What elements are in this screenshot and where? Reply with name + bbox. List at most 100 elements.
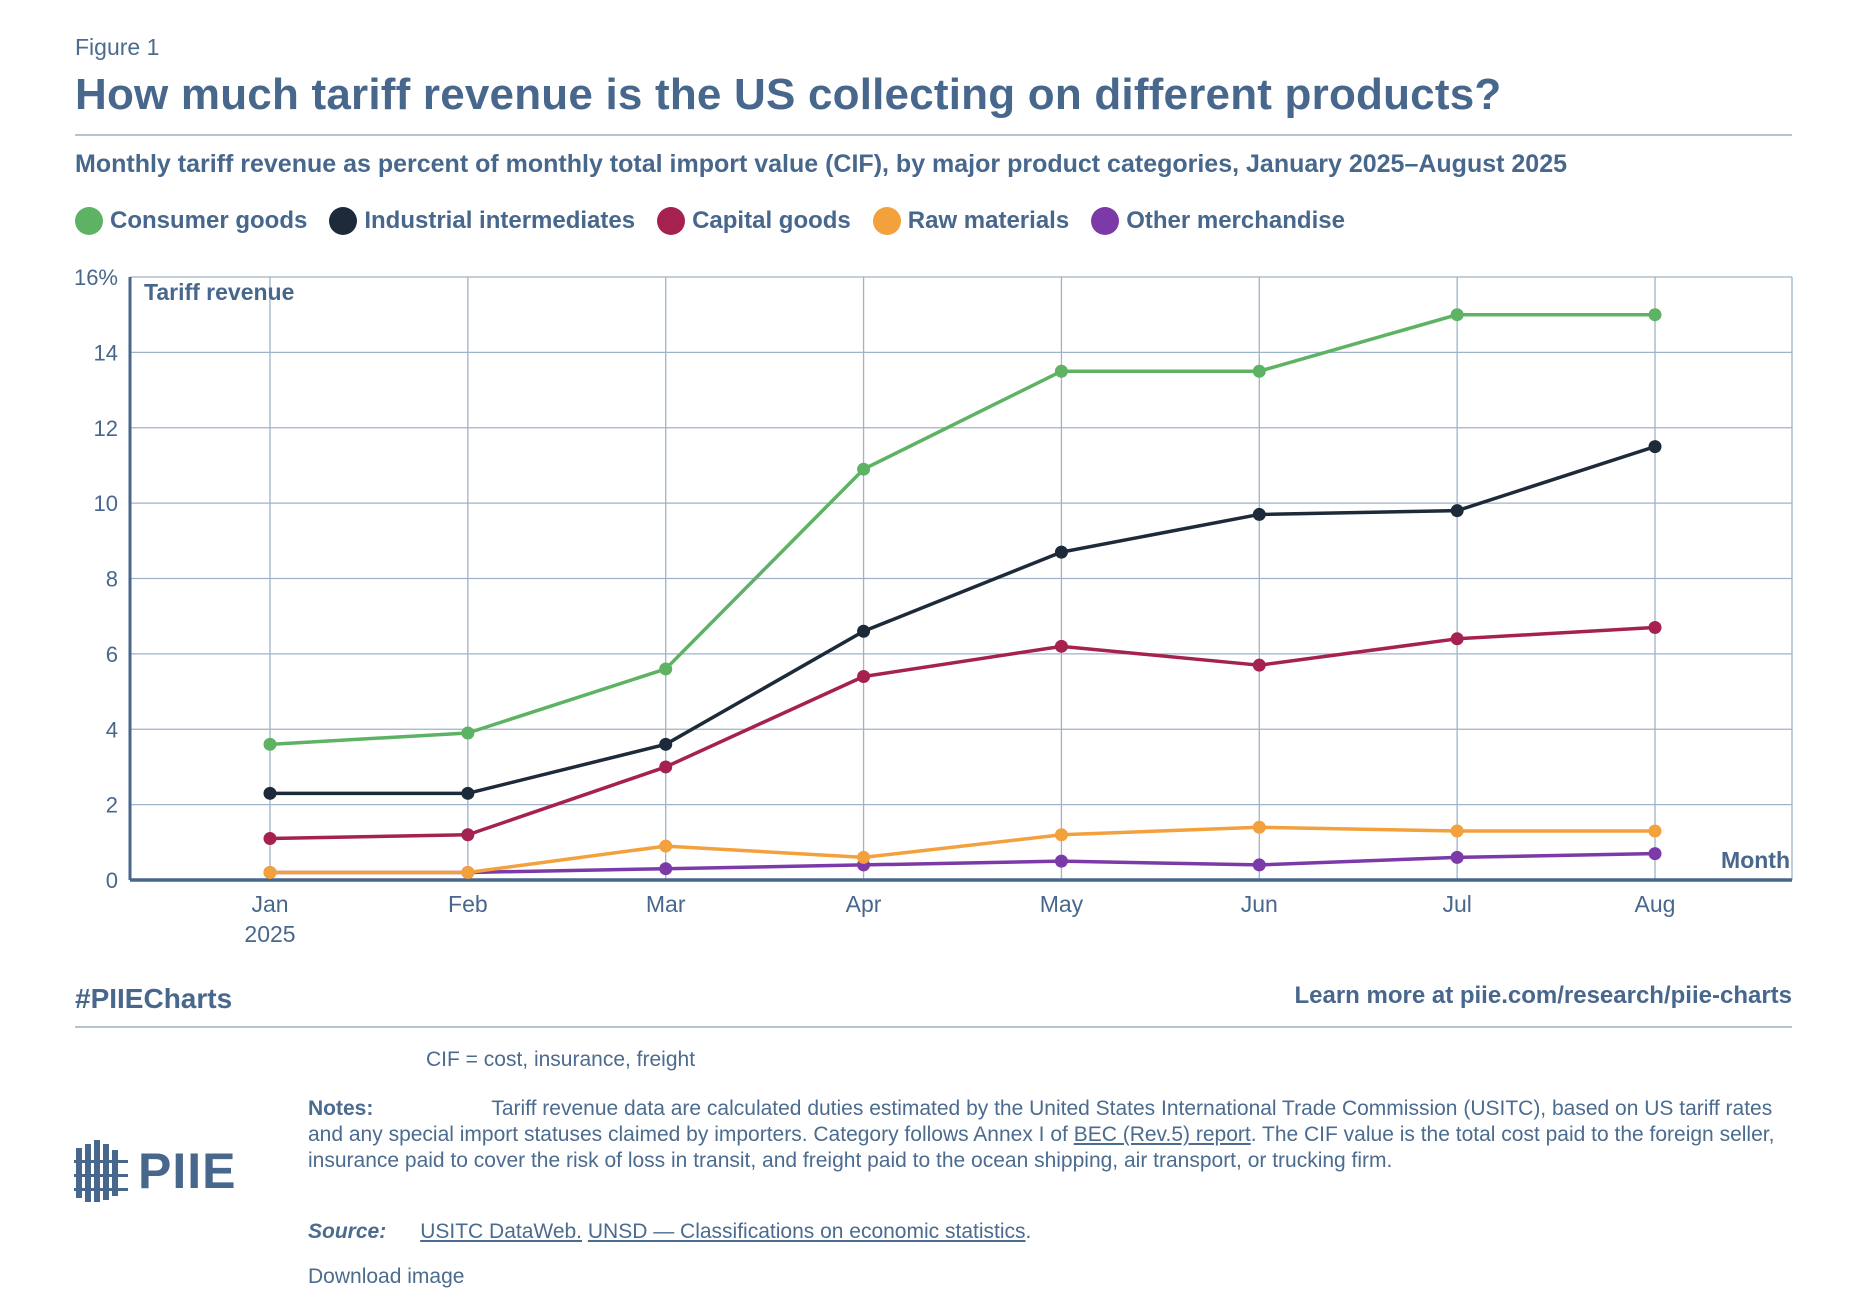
x-tick-label: Mar	[646, 891, 686, 917]
x-tick-label: Jan	[251, 891, 288, 917]
data-point-capital-goods	[1648, 620, 1662, 634]
bec-report-link[interactable]: BEC (Rev.5) report	[1073, 1123, 1251, 1146]
data-point-industrial-intermediates	[1648, 440, 1662, 454]
legend-item-other-merchandise: Other merchandise	[1091, 207, 1345, 235]
data-point-industrial-intermediates	[1450, 504, 1464, 518]
data-point-capital-goods	[1450, 632, 1464, 646]
y-tick-label: 10	[94, 491, 118, 516]
data-point-consumer-goods	[263, 737, 277, 751]
legend-label: Capital goods	[692, 207, 851, 234]
unsd-link[interactable]: UNSD — Classifications on economic stati…	[587, 1220, 1026, 1243]
y-tick-label: 6	[106, 642, 118, 667]
x-tick-label: Jun	[1241, 891, 1278, 917]
notes-text-cont: . The CIF value is the total cost paid t…	[308, 1123, 1775, 1172]
legend-label: Consumer goods	[110, 207, 308, 234]
chart-subtitle: Monthly tariff revenue as percent of mon…	[75, 150, 1568, 178]
data-point-raw-materials	[1450, 824, 1464, 838]
data-point-other-merchandise	[1450, 850, 1464, 864]
y-tick-label: 14	[94, 340, 118, 365]
legend-item-industrial-intermediates: Industrial intermediates	[329, 207, 635, 235]
y-tick-label: 4	[106, 717, 118, 742]
series-line-capital-goods	[269, 625, 1656, 841]
data-point-industrial-intermediates	[857, 624, 871, 638]
data-point-capital-goods	[263, 832, 277, 846]
data-point-consumer-goods	[1252, 364, 1266, 378]
data-point-raw-materials	[1648, 824, 1662, 838]
download-image-link[interactable]: Download image	[308, 1265, 465, 1288]
legend-dot-icon	[872, 207, 901, 235]
data-point-raw-materials	[659, 839, 673, 853]
hashtag: #PIIECharts	[75, 983, 233, 1014]
data-point-raw-materials	[857, 850, 871, 864]
series-line-industrial-intermediates	[270, 444, 1656, 796]
cif-note: CIF = cost, insurance, freight	[426, 1048, 696, 1071]
y-tick-label: 8	[106, 567, 118, 592]
y-tick-label: 16%	[74, 265, 118, 290]
data-point-raw-materials	[461, 865, 475, 879]
data-point-capital-goods	[857, 669, 871, 683]
data-point-capital-goods	[461, 828, 475, 842]
chart-title: How much tariff revenue is the US collec…	[75, 70, 1502, 119]
learn-more-link[interactable]: Learn more at piie.com/research/piie-cha…	[1294, 982, 1792, 1009]
notes-label: Notes:	[308, 1097, 374, 1120]
x-tick-sublabel: 2025	[244, 921, 295, 947]
legend-item-consumer-goods: Consumer goods	[75, 207, 307, 235]
y-tick-label: 2	[106, 793, 118, 818]
data-point-consumer-goods	[857, 462, 871, 476]
title-divider	[75, 134, 1792, 136]
data-point-raw-materials	[1054, 828, 1068, 842]
data-point-consumer-goods	[1648, 308, 1662, 322]
data-point-consumer-goods	[1450, 308, 1464, 322]
data-point-industrial-intermediates	[1252, 507, 1266, 521]
y-axis-label: Tariff revenue	[144, 279, 294, 305]
y-tick-label: 0	[106, 868, 118, 893]
source-label: Source:	[308, 1220, 387, 1243]
data-point-industrial-intermediates	[659, 737, 673, 751]
data-point-other-merchandise	[1648, 847, 1662, 861]
data-point-other-merchandise	[1252, 858, 1266, 872]
source: Source: USITC DataWeb. UNSD — Classificat…	[308, 1220, 1031, 1244]
legend-label: Raw materials	[907, 207, 1070, 234]
x-axis-label: Month	[1721, 847, 1790, 873]
data-point-other-merchandise	[1054, 854, 1068, 868]
series-line-consumer-goods	[269, 312, 1655, 747]
piie-logo-icon	[74, 1140, 128, 1202]
legend: Consumer goods Industrial intermediates …	[75, 207, 1345, 235]
notes-text: Tariff revenue data are calculated dutie…	[308, 1097, 1773, 1146]
series-line-raw-materials	[270, 825, 1655, 875]
usitc-link[interactable]: USITC DataWeb.	[420, 1220, 583, 1243]
data-point-industrial-intermediates	[1054, 545, 1068, 559]
data-point-capital-goods	[659, 760, 673, 774]
data-point-capital-goods	[1054, 639, 1068, 653]
data-point-consumer-goods	[1054, 364, 1068, 378]
data-point-consumer-goods	[659, 662, 673, 676]
data-point-industrial-intermediates	[263, 786, 277, 800]
data-point-raw-materials	[263, 865, 277, 879]
legend-dot-icon	[657, 207, 686, 235]
x-tick-label: Feb	[448, 891, 488, 917]
footer-divider	[75, 1026, 1792, 1028]
piie-logo-text: PIIE	[138, 1143, 237, 1199]
piie-logo: PIIE	[74, 1138, 236, 1204]
data-point-other-merchandise	[659, 862, 673, 876]
line-chart: 0 2 4 6 8 10 12 14 16% Jan 2025 Feb Mar Apr May Jun Jul A…	[74, 265, 1793, 947]
legend-item-raw-materials: Raw materials	[872, 207, 1070, 235]
y-tick-label: 12	[94, 416, 118, 441]
legend-dot-icon	[329, 207, 358, 235]
x-tick-label: Jul	[1442, 891, 1471, 917]
series-line-other-merchandise	[270, 851, 1656, 875]
source-end: .	[1025, 1220, 1032, 1243]
legend-label: Industrial intermediates	[364, 207, 636, 234]
legend-dot-icon	[1091, 207, 1120, 235]
legend-dot-icon	[75, 207, 103, 235]
data-point-industrial-intermediates	[461, 786, 475, 800]
data-point-capital-goods	[1252, 658, 1266, 672]
x-tick-label: May	[1040, 891, 1084, 917]
legend-item-capital-goods: Capital goods	[657, 207, 851, 235]
notes: Notes: Tariff revenue data are calculated…	[308, 1096, 1778, 1174]
x-tick-label: Apr	[846, 891, 882, 917]
data-point-consumer-goods	[461, 726, 475, 740]
legend-label: Other merchandise	[1126, 207, 1345, 234]
data-point-raw-materials	[1252, 820, 1266, 834]
x-tick-label: Aug	[1635, 891, 1676, 917]
